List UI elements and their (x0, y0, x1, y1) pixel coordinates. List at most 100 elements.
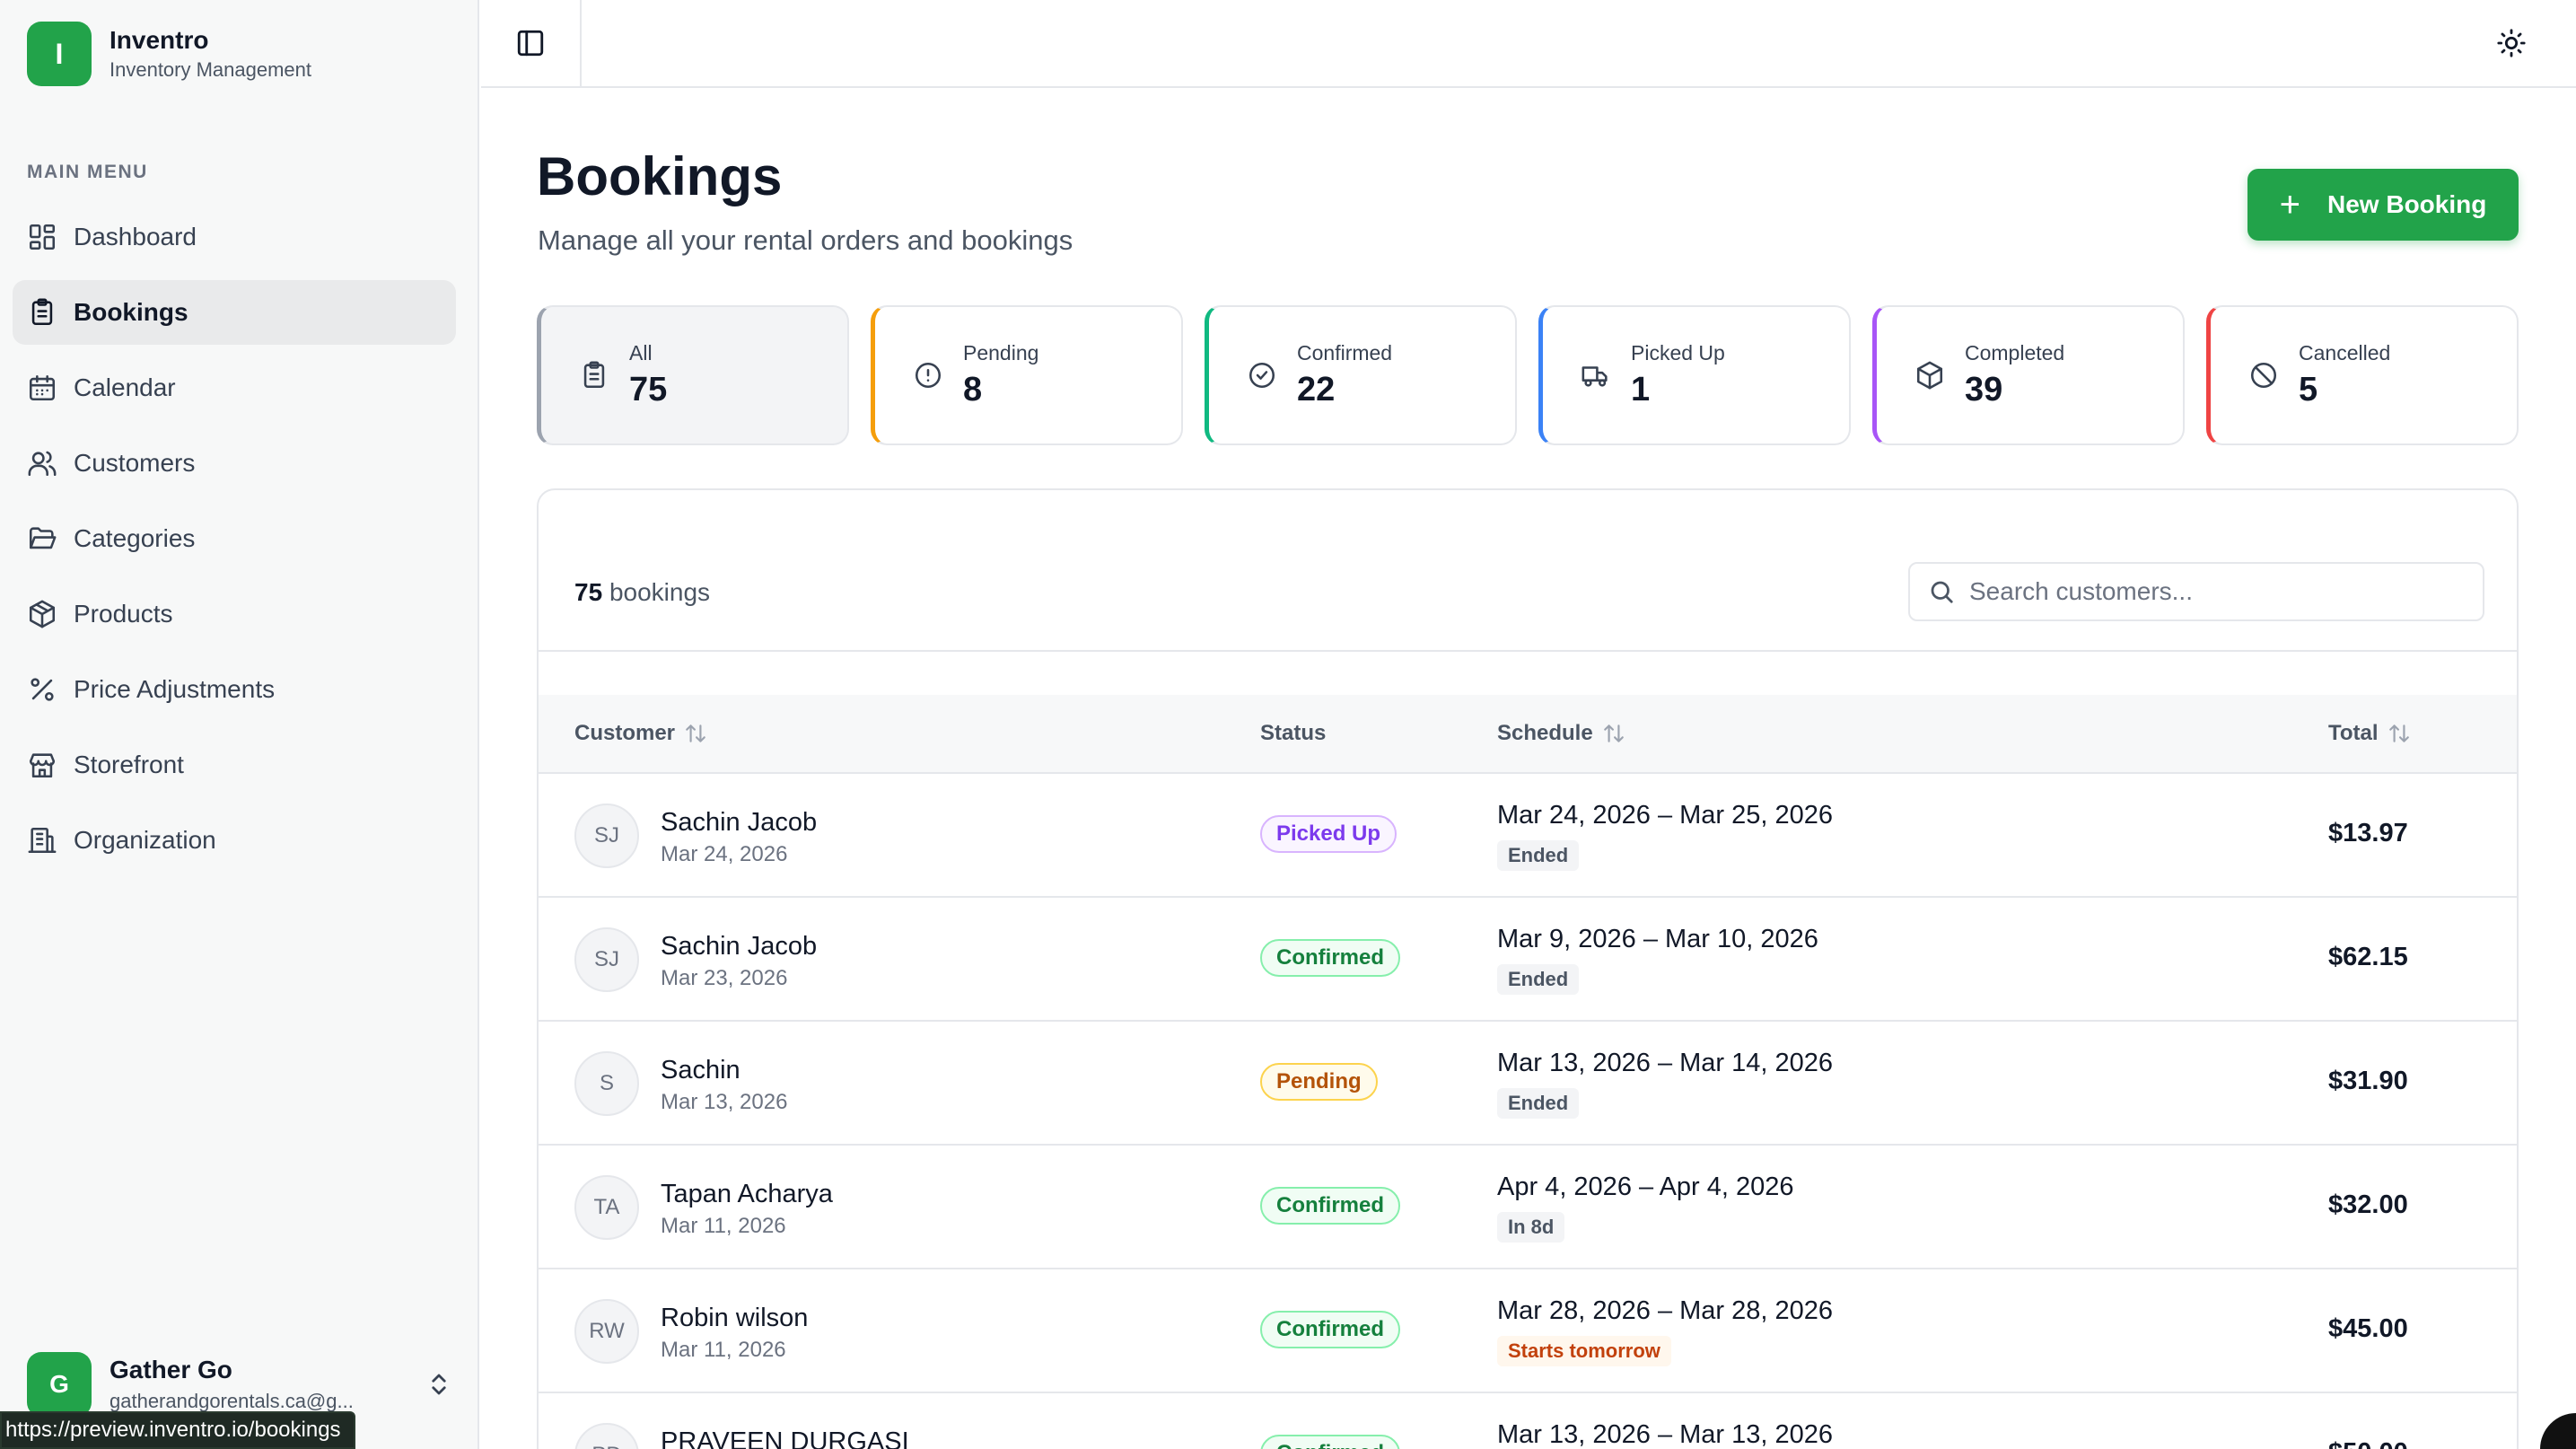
brand-subtitle: Inventory Management (110, 58, 312, 81)
sidebar-item-label: Products (74, 600, 173, 628)
schedule-range: Mar 9, 2026 – Mar 10, 2026 (1497, 925, 1818, 953)
sidebar-toggle-button[interactable] (481, 0, 582, 86)
schedule-range: Apr 4, 2026 – Apr 4, 2026 (1497, 1172, 1794, 1201)
alert-circle-icon (915, 362, 942, 389)
search-box[interactable] (1908, 562, 2484, 621)
table-row[interactable]: SJ Sachin Jacob Mar 23, 2026 Confirmed M… (539, 898, 2517, 1022)
new-booking-button[interactable]: + New Booking (2247, 169, 2519, 241)
table-row[interactable]: RW Robin wilson Mar 11, 2026 Confirmed M… (539, 1269, 2517, 1393)
booking-total: $31.90 (2328, 1067, 2408, 1095)
column-header-schedule[interactable]: Schedule (1497, 695, 1625, 772)
avatar: RW (574, 1299, 639, 1364)
page-subtitle: Manage all your rental orders and bookin… (538, 224, 1073, 256)
stat-label: Pending (963, 341, 1039, 364)
stat-label: Completed (1965, 341, 2065, 364)
table-row[interactable]: SJ Sachin Jacob Mar 24, 2026 Picked Up M… (539, 774, 2517, 898)
sidebar-item-price-adjustments[interactable]: Price Adjustments (13, 657, 456, 722)
table-row[interactable]: PD PRAVEEN DURGASI Confirmed Mar 13, 202… (539, 1393, 2517, 1449)
status-badge: Picked Up (1260, 815, 1398, 853)
bookings-count-number: 75 (574, 578, 603, 606)
plus-icon: + (2279, 185, 2300, 224)
panel-left-icon (517, 30, 544, 57)
booking-total: $45.00 (2328, 1314, 2408, 1343)
booking-date: Mar 11, 2026 (661, 1214, 786, 1238)
menu-section-title: MAIN MENU (27, 162, 148, 182)
stat-label: Cancelled (2299, 341, 2391, 364)
schedule-range: Mar 13, 2026 – Mar 13, 2026 (1497, 1420, 1834, 1449)
divider (539, 650, 2517, 652)
sidebar-item-customers[interactable]: Customers (13, 431, 456, 496)
sidebar-item-organization[interactable]: Organization (13, 808, 456, 873)
sidebar-item-storefront[interactable]: Storefront (13, 733, 456, 797)
sidebar-item-label: Calendar (74, 373, 176, 401)
clipboard-list-icon (31, 298, 53, 326)
avatar: PD (574, 1423, 639, 1449)
column-header-label: Status (1260, 721, 1327, 745)
booking-date: Mar 11, 2026 (661, 1338, 786, 1362)
search-input[interactable] (1969, 577, 2472, 606)
stat-value: 39 (1965, 371, 2003, 408)
window-corner (2540, 1413, 2576, 1449)
stat-card-all[interactable]: All 75 (537, 305, 849, 445)
column-header-total[interactable]: Total (2328, 695, 2411, 772)
stat-value: 1 (1631, 371, 1651, 408)
new-booking-label: New Booking (2327, 190, 2487, 218)
folder-open-icon (29, 527, 57, 549)
status-filter-cards: All 75 Pending 8 Confirmed 22 Picked Up … (537, 305, 2519, 445)
brand[interactable]: I Inventro Inventory Management (27, 22, 311, 86)
sidebar-item-bookings[interactable]: Bookings (13, 280, 456, 345)
stat-label: Picked Up (1631, 341, 1725, 364)
sidebar-item-categories[interactable]: Categories (13, 506, 456, 571)
sidebar-item-label: Price Adjustments (74, 675, 276, 703)
stat-value: 75 (629, 371, 668, 408)
stat-card-picked-up[interactable]: Picked Up 1 (1538, 305, 1851, 445)
sidebar-item-dashboard[interactable]: Dashboard (13, 205, 456, 269)
customer-name: PRAVEEN DURGASI (661, 1427, 909, 1449)
sort-icon (686, 724, 705, 742)
package-icon (29, 600, 56, 628)
brand-logo: I (27, 22, 92, 86)
package-icon (1916, 361, 1943, 390)
avatar: SJ (574, 927, 639, 992)
clipboard-list-icon (583, 361, 605, 389)
booking-date: Mar 24, 2026 (661, 842, 788, 866)
schedule-range: Mar 28, 2026 – Mar 28, 2026 (1497, 1296, 1834, 1325)
stat-card-cancelled[interactable]: Cancelled 5 (2206, 305, 2519, 445)
customer-name: Sachin (661, 1056, 740, 1085)
schedule-tag: Ended (1497, 840, 1580, 871)
stat-card-pending[interactable]: Pending 8 (871, 305, 1183, 445)
bookings-count-label: bookings (609, 578, 711, 606)
truck-icon (1582, 366, 1608, 387)
status-badge: Confirmed (1260, 1435, 1400, 1449)
bookings-table-card: 75 bookings Customer Status Schedule Tot… (537, 488, 2519, 1449)
account-email: gatherandgorentals.ca@g... (110, 1390, 354, 1412)
schedule-tag: Ended (1497, 1088, 1580, 1119)
table-header: Customer Status Schedule Total (539, 695, 2517, 774)
account-switcher[interactable]: G Gather Go gatherandgorentals.ca@g... (27, 1352, 452, 1417)
check-circle-icon (1249, 362, 1275, 389)
table-row[interactable]: S Sachin Mar 13, 2026 Pending Mar 13, 20… (539, 1022, 2517, 1146)
avatar: S (574, 1051, 639, 1116)
column-header-label: Total (2328, 721, 2379, 745)
sun-icon (2497, 29, 2526, 57)
table-row[interactable]: TA Tapan Acharya Mar 11, 2026 Confirmed … (539, 1146, 2517, 1269)
percent-icon (31, 678, 54, 701)
status-badge: Confirmed (1260, 939, 1400, 977)
customer-name: Sachin Jacob (661, 932, 818, 961)
booking-date: Mar 23, 2026 (661, 966, 788, 990)
stat-card-confirmed[interactable]: Confirmed 22 (1205, 305, 1517, 445)
page-title: Bookings (537, 146, 783, 206)
booking-total: $50.00 (2328, 1438, 2408, 1449)
schedule-tag: Starts tomorrow (1497, 1336, 1671, 1366)
booking-total: $62.15 (2328, 943, 2408, 971)
chevrons-up-down-icon[interactable] (425, 1369, 452, 1400)
theme-toggle-button[interactable] (2490, 22, 2533, 65)
stat-card-completed[interactable]: Completed 39 (1872, 305, 2185, 445)
booking-date: Mar 13, 2026 (661, 1090, 788, 1114)
column-header-customer[interactable]: Customer (574, 695, 707, 772)
sidebar-item-label: Categories (74, 524, 196, 552)
sidebar-item-calendar[interactable]: Calendar (13, 356, 456, 420)
sidebar-item-products[interactable]: Products (13, 582, 456, 646)
brand-name: Inventro (110, 26, 209, 54)
layout-dashboard-icon (29, 224, 56, 250)
